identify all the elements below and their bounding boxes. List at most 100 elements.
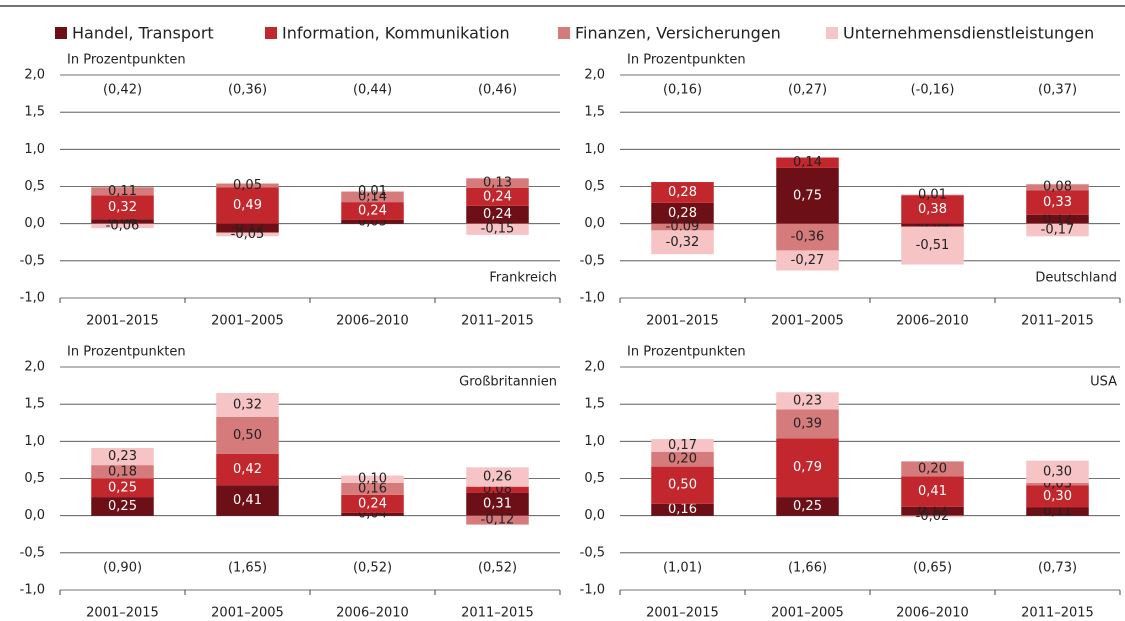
y-tick-label: 0,5 (584, 471, 605, 486)
total-label: (0,65) (913, 561, 952, 576)
value-label: -0,27 (791, 253, 825, 268)
value-label: 0,75 (793, 188, 822, 203)
value-label: 0,20 (918, 461, 947, 476)
x-tick-label: 2011–2015 (1021, 314, 1094, 329)
y-tick-label: -1,0 (580, 291, 605, 306)
value-label: 0,08 (1043, 180, 1072, 195)
bar-segment (651, 202, 714, 224)
bar-segment (1026, 482, 1089, 486)
total-label: (0,42) (103, 83, 142, 98)
y-tick-label: 0,5 (24, 179, 45, 194)
bar-segment (651, 230, 714, 255)
bar-segment (216, 187, 279, 224)
bar-segment (466, 178, 529, 188)
value-label: 0,41 (233, 493, 262, 508)
bar-segment (91, 195, 154, 220)
bar-segment (1026, 460, 1089, 483)
bar-segment (901, 194, 964, 196)
y-tick-label: 1,0 (24, 142, 45, 157)
bar-segment (466, 205, 529, 224)
bar-segment (341, 512, 404, 516)
bar-segment (216, 183, 279, 188)
value-label: 0,79 (793, 460, 822, 475)
bar-segment (341, 494, 404, 513)
bar-segment (216, 416, 279, 454)
bar-segment (466, 223, 529, 235)
total-label: (0,27) (788, 83, 827, 98)
legend-swatch (826, 27, 838, 39)
value-label: 0,14 (358, 189, 387, 204)
total-label: (0,44) (353, 83, 392, 98)
value-label: 0,01 (358, 184, 387, 199)
country-label: Großbritannien (459, 375, 557, 390)
country-label: Deutschland (1035, 271, 1117, 286)
bar-segment (91, 497, 154, 516)
value-label: -0,02 (916, 509, 950, 524)
bar-segment (216, 453, 279, 486)
total-label: (0,90) (103, 561, 142, 576)
y-tick-label: 2,0 (24, 360, 45, 375)
bar-segment (466, 187, 529, 206)
bar-segment (216, 393, 279, 417)
value-label: 0,25 (108, 499, 137, 514)
value-label: 0,16 (358, 481, 387, 496)
bar-segment (901, 506, 964, 516)
x-tick-label: 2001–2005 (771, 314, 844, 329)
legend-swatch (55, 27, 67, 39)
y-tick-label: 1,0 (584, 142, 605, 157)
value-label: 0,10 (358, 472, 387, 487)
bar-segment (901, 226, 964, 265)
value-label: -0,05 (231, 227, 265, 242)
bar-segment (91, 187, 154, 196)
y-tick-label: 1,0 (584, 434, 605, 449)
value-label: 0,24 (358, 204, 387, 219)
bar-segment (91, 223, 154, 229)
bar-segment (466, 492, 529, 516)
value-label: 0,30 (1043, 464, 1072, 479)
value-label: 0,49 (233, 198, 262, 213)
bar-segment (466, 486, 529, 493)
value-label: -0,36 (791, 230, 825, 245)
unit-label: In Prozentpunkten (627, 53, 746, 68)
value-label: -0,06 (106, 218, 140, 233)
value-label: 0,50 (233, 428, 262, 443)
bar-segment (341, 475, 404, 483)
bar-segment (651, 451, 714, 467)
value-label: 0,32 (108, 200, 137, 215)
bar-segment (651, 223, 714, 231)
x-tick-label: 2006–2010 (336, 606, 409, 618)
bar-segment (1026, 223, 1089, 237)
bar-segment (341, 191, 404, 203)
bar-segment (466, 515, 529, 525)
unit-label: In Prozentpunkten (627, 345, 746, 360)
value-label: -0,17 (1041, 222, 1075, 237)
value-label: 0,39 (793, 416, 822, 431)
value-label: 0,33 (1043, 195, 1072, 210)
x-tick-label: 2006–2010 (896, 606, 969, 618)
bar-segment (1026, 507, 1089, 516)
y-tick-label: 0,5 (24, 471, 45, 486)
x-tick-label: 2011–2015 (461, 314, 534, 329)
y-tick-label: -0,5 (20, 253, 45, 268)
value-label: 0,28 (668, 206, 697, 221)
total-label: (1,66) (788, 561, 827, 576)
y-tick-label: -1,0 (20, 583, 45, 598)
value-label: 0,25 (793, 499, 822, 514)
bar-segment (91, 219, 154, 224)
value-label: 0,17 (668, 438, 697, 453)
bar-segment (651, 182, 714, 203)
value-label: -0,12 (481, 513, 515, 528)
y-tick-label: 1,5 (24, 397, 45, 412)
y-tick-label: 1,5 (584, 397, 605, 412)
y-tick-label: -0,5 (20, 545, 45, 560)
bar-segment (776, 167, 839, 224)
y-tick-label: 2,0 (584, 360, 605, 375)
bar-segment (776, 497, 839, 516)
value-label: -0,51 (916, 238, 950, 253)
x-tick-label: 2001–2015 (86, 314, 159, 329)
bar-segment (216, 232, 279, 237)
total-label: (0,36) (228, 83, 267, 98)
value-label: 0,16 (668, 502, 697, 517)
x-tick-label: 2006–2010 (336, 314, 409, 329)
